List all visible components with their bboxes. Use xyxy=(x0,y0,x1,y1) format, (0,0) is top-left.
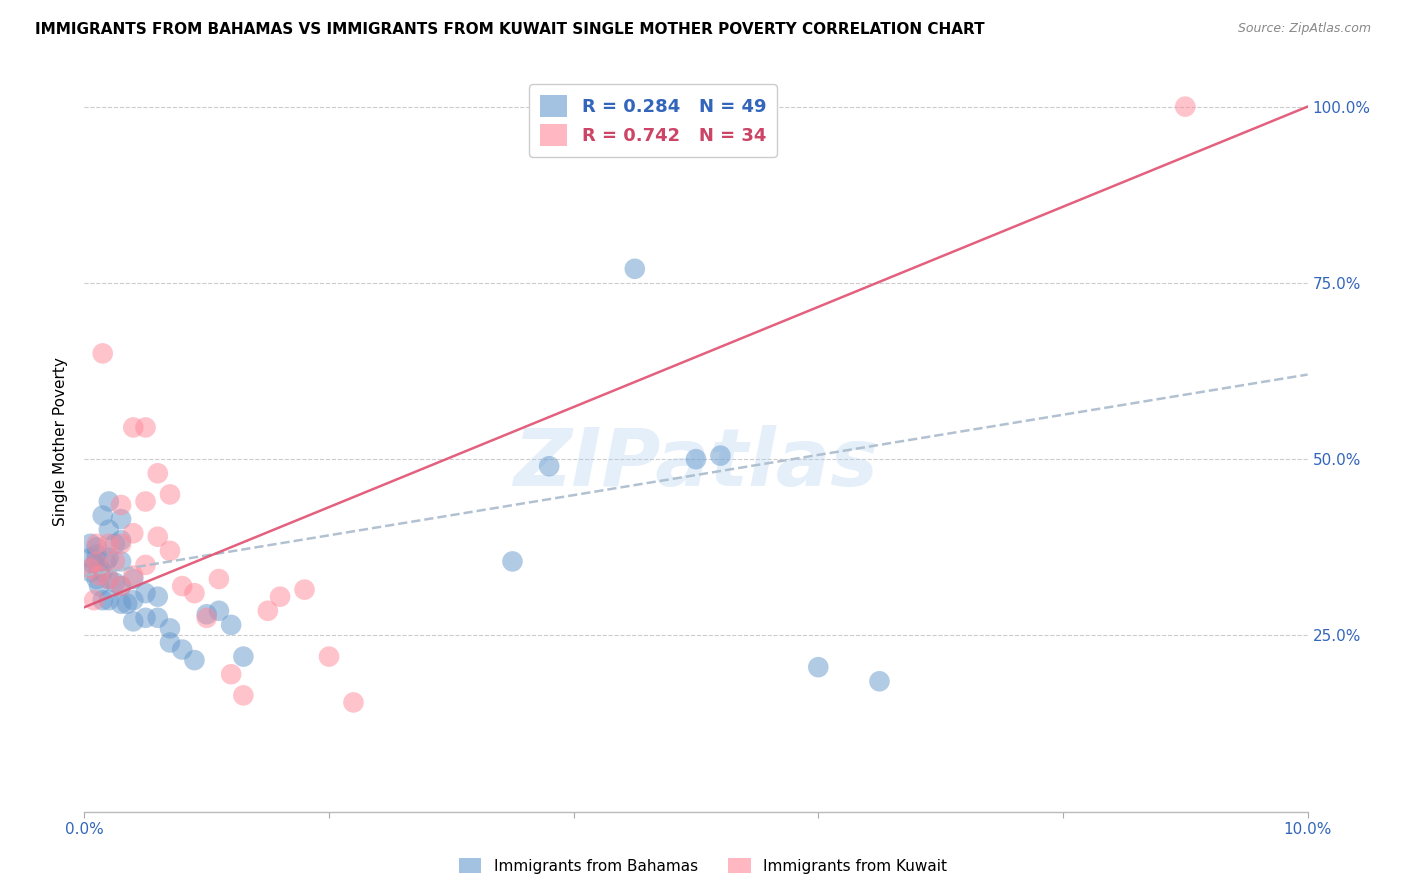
Point xyxy=(96,554,118,568)
Point xyxy=(97,523,120,537)
Point xyxy=(91,508,114,523)
Point xyxy=(183,653,205,667)
Point xyxy=(146,530,169,544)
Point xyxy=(104,537,127,551)
Y-axis label: Single Mother Poverty: Single Mother Poverty xyxy=(53,357,69,526)
Point xyxy=(159,544,181,558)
Point xyxy=(87,579,110,593)
Point xyxy=(294,582,316,597)
Point xyxy=(122,593,145,607)
Point xyxy=(146,590,169,604)
Point xyxy=(87,561,110,575)
Point xyxy=(97,572,120,586)
Point xyxy=(86,537,108,551)
Point xyxy=(502,554,524,568)
Point xyxy=(232,689,254,703)
Point xyxy=(110,554,132,568)
Point xyxy=(86,572,108,586)
Point xyxy=(159,635,181,649)
Point xyxy=(97,572,120,586)
Point xyxy=(110,512,132,526)
Point xyxy=(83,593,105,607)
Point xyxy=(122,572,145,586)
Point xyxy=(79,550,101,565)
Point xyxy=(86,554,108,568)
Text: Source: ZipAtlas.com: Source: ZipAtlas.com xyxy=(1237,22,1371,36)
Point xyxy=(122,568,145,582)
Point xyxy=(1174,100,1197,114)
Point xyxy=(807,660,830,674)
Point xyxy=(79,537,101,551)
Point xyxy=(135,494,157,508)
Point xyxy=(219,618,242,632)
Text: ZIPatlas: ZIPatlas xyxy=(513,425,879,503)
Point xyxy=(91,565,114,579)
Point xyxy=(86,554,108,568)
Point xyxy=(122,526,145,541)
Point xyxy=(86,547,108,561)
Point xyxy=(159,621,181,635)
Point xyxy=(208,572,231,586)
Point xyxy=(83,558,105,572)
Point xyxy=(86,541,108,555)
Point xyxy=(709,449,731,463)
Point xyxy=(79,561,101,575)
Point xyxy=(104,554,127,568)
Point xyxy=(135,586,157,600)
Point xyxy=(135,558,157,572)
Point xyxy=(146,611,169,625)
Point xyxy=(869,674,891,689)
Point xyxy=(318,649,340,664)
Point xyxy=(159,487,181,501)
Point xyxy=(219,667,242,681)
Point xyxy=(685,452,707,467)
Point xyxy=(135,420,157,434)
Legend: Immigrants from Bahamas, Immigrants from Kuwait: Immigrants from Bahamas, Immigrants from… xyxy=(453,852,953,880)
Point xyxy=(183,586,205,600)
Point xyxy=(195,607,218,622)
Point xyxy=(110,498,132,512)
Point xyxy=(91,346,114,360)
Point xyxy=(232,649,254,664)
Point xyxy=(110,579,132,593)
Point xyxy=(110,533,132,548)
Point xyxy=(146,467,169,481)
Point xyxy=(538,459,561,474)
Point xyxy=(115,597,138,611)
Point xyxy=(97,537,120,551)
Point xyxy=(257,604,280,618)
Point xyxy=(122,615,145,629)
Point xyxy=(97,550,120,565)
Point xyxy=(110,537,132,551)
Legend: R = 0.284   N = 49, R = 0.742   N = 34: R = 0.284 N = 49, R = 0.742 N = 34 xyxy=(529,84,778,157)
Point xyxy=(135,611,157,625)
Point xyxy=(79,565,101,579)
Point xyxy=(97,593,120,607)
Point xyxy=(342,695,364,709)
Point xyxy=(269,590,291,604)
Point xyxy=(104,575,127,590)
Point xyxy=(91,593,114,607)
Point xyxy=(122,420,145,434)
Point xyxy=(172,642,194,657)
Point xyxy=(110,597,132,611)
Point xyxy=(110,579,132,593)
Point xyxy=(208,604,231,618)
Text: IMMIGRANTS FROM BAHAMAS VS IMMIGRANTS FROM KUWAIT SINGLE MOTHER POVERTY CORRELAT: IMMIGRANTS FROM BAHAMAS VS IMMIGRANTS FR… xyxy=(35,22,984,37)
Point xyxy=(624,261,647,276)
Point xyxy=(97,494,120,508)
Point xyxy=(195,611,218,625)
Point xyxy=(172,579,194,593)
Point xyxy=(87,568,110,582)
